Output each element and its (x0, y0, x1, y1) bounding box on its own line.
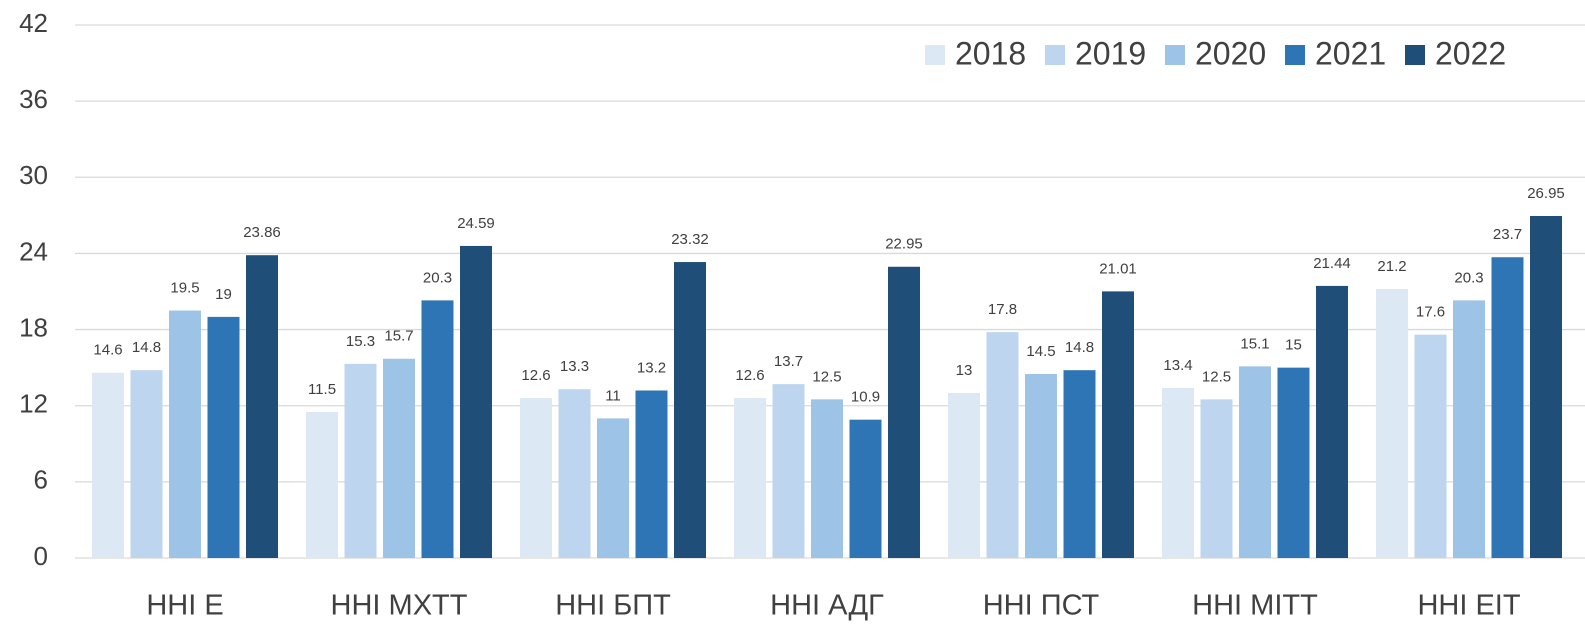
x-tick-label: ННІ АДГ (770, 590, 884, 622)
bar (1025, 373, 1057, 558)
data-label: 15.1 (1240, 335, 1269, 352)
bar (1530, 215, 1562, 558)
bar (306, 412, 338, 558)
y-tick-label: 6 (34, 465, 48, 495)
bar (92, 372, 124, 558)
bar (246, 255, 278, 558)
bar (169, 310, 201, 558)
x-tick-label: ННІ БПТ (555, 590, 671, 622)
bar (344, 363, 377, 558)
data-label: 11 (605, 387, 621, 404)
legend-label: 2019 (1075, 35, 1146, 71)
bar (1414, 334, 1447, 558)
legend-swatch (1165, 45, 1185, 65)
data-label: 19 (215, 286, 232, 303)
legend-swatch (1045, 45, 1065, 65)
bar (849, 419, 882, 558)
bar (421, 300, 454, 558)
data-label: 13.7 (774, 353, 803, 370)
bar (1200, 399, 1233, 558)
data-label: 13 (956, 362, 973, 379)
legend-label: 2022 (1435, 35, 1506, 71)
bar (207, 316, 240, 558)
data-label: 17.6 (1416, 304, 1445, 321)
legend-label: 2020 (1195, 35, 1266, 71)
data-label: 15 (1285, 337, 1302, 354)
legend-label: 2018 (955, 35, 1026, 71)
y-tick-label: 12 (19, 389, 48, 419)
bar (558, 389, 591, 558)
data-label: 15.3 (346, 333, 375, 350)
legend-swatch (925, 45, 945, 65)
data-label: 22.95 (885, 236, 923, 253)
y-tick-label: 30 (19, 160, 48, 190)
x-tick-label: ННІ ЕІТ (1417, 590, 1520, 622)
data-label: 23.32 (671, 231, 709, 248)
bar (674, 262, 706, 558)
data-label: 10.9 (851, 389, 880, 406)
data-label: 14.8 (132, 339, 161, 356)
x-tick-label: ННІ МХТТ (331, 590, 468, 622)
bar (1316, 285, 1348, 558)
bar (597, 418, 629, 558)
y-tick-label: 0 (34, 541, 48, 571)
data-label: 21.01 (1099, 260, 1137, 277)
bar (888, 266, 920, 558)
data-label: 20.3 (1454, 269, 1483, 286)
y-tick-label: 36 (19, 84, 48, 114)
bar (1239, 366, 1271, 558)
data-label: 14.8 (1065, 339, 1094, 356)
data-label: 21.44 (1313, 255, 1351, 272)
legend-swatch (1405, 45, 1425, 65)
data-label: 13.2 (637, 359, 666, 376)
bar (986, 332, 1019, 558)
bar (1102, 291, 1134, 558)
data-label: 15.7 (384, 328, 413, 345)
bar (130, 370, 163, 558)
data-label: 24.59 (457, 215, 495, 232)
bar (734, 398, 766, 558)
data-label: 23.7 (1493, 226, 1522, 243)
bar (1376, 288, 1408, 558)
data-label: 19.5 (170, 280, 199, 297)
data-label: 11.5 (308, 381, 336, 398)
data-label: 14.6 (93, 342, 122, 359)
data-label: 17.8 (988, 301, 1017, 318)
bar (383, 358, 415, 558)
data-label: 12.5 (812, 368, 841, 385)
bar (1277, 367, 1310, 558)
data-label: 23.86 (243, 224, 281, 241)
legend-label: 2021 (1315, 35, 1386, 71)
data-label: 20.3 (423, 269, 452, 286)
bar (1063, 370, 1096, 558)
bar (772, 384, 805, 558)
y-tick-label: 18 (19, 312, 48, 342)
data-label: 12.6 (521, 367, 550, 384)
y-tick-label: 42 (19, 8, 48, 38)
x-tick-label: ННІ ПСТ (983, 590, 1100, 622)
bar (1453, 300, 1485, 558)
data-label: 12.6 (735, 367, 764, 384)
data-label: 14.5 (1026, 343, 1055, 360)
x-tick-label: ННІ МІТТ (1192, 590, 1318, 622)
bar (1162, 387, 1194, 558)
legend-swatch (1285, 45, 1305, 65)
data-label: 21.2 (1377, 258, 1406, 275)
data-label: 13.3 (560, 358, 589, 375)
y-tick-label: 24 (19, 236, 48, 266)
bar (811, 399, 843, 558)
x-tick-label: ННІ Е (146, 590, 223, 622)
bar (460, 245, 492, 558)
bar (1491, 257, 1524, 558)
data-label: 13.4 (1163, 357, 1192, 374)
bar (635, 390, 668, 558)
data-label: 12.5 (1202, 368, 1231, 385)
bar (948, 393, 980, 558)
data-label: 26.95 (1527, 185, 1565, 202)
bar (520, 398, 552, 558)
